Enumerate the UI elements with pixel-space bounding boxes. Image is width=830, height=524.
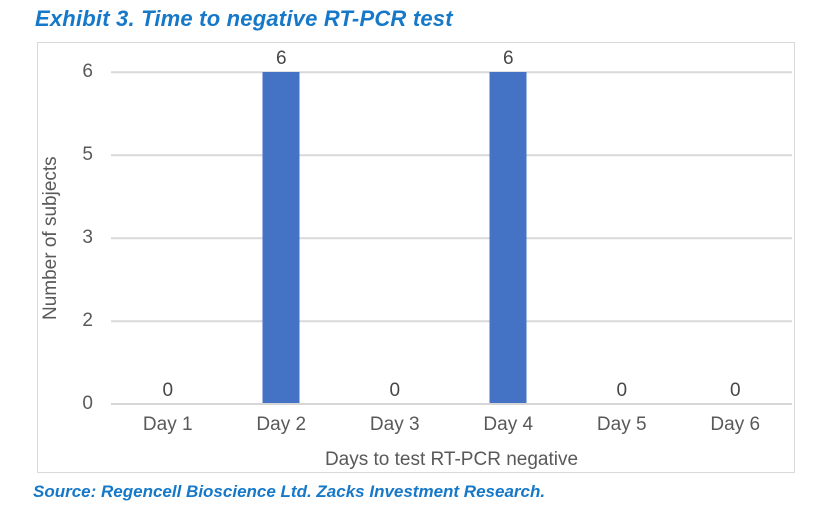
- bar-value-label: 6: [275, 48, 287, 69]
- bar-cell: 6: [452, 48, 566, 404]
- y-tick-label: 3: [82, 227, 93, 248]
- y-tick-label: 5: [82, 144, 93, 165]
- y-tick-label: 6: [82, 61, 93, 82]
- bar-value-label: 0: [616, 380, 628, 401]
- bar-cell: 0: [338, 72, 452, 404]
- gridline: [111, 237, 792, 239]
- x-tick-label: Day 6: [710, 414, 761, 435]
- gridline: [111, 320, 792, 322]
- bar-value-label: 0: [729, 380, 741, 401]
- x-axis-tick-labels: Day 1 Day 2 Day 3 Day 4 Day 5 Day 6: [111, 414, 792, 436]
- bar-cell: 0: [565, 72, 679, 404]
- bar-value-label: 0: [162, 380, 174, 401]
- x-tick-label: Day 3: [369, 414, 420, 435]
- gridline: [111, 71, 792, 73]
- source-note: Source: Regencell Bioscience Ltd. Zacks …: [33, 482, 546, 501]
- x-axis-title: Days to test RT-PCR negative: [324, 449, 579, 470]
- bar-value-label: 6: [502, 48, 514, 69]
- bar: [489, 72, 527, 404]
- bar-value-label: 0: [389, 380, 401, 401]
- gridline: [111, 154, 792, 156]
- y-axis-tick-labels: 6 5 3 2 0: [38, 62, 93, 414]
- exhibit-title: Exhibit 3. Time to negative RT-PCR test: [35, 6, 453, 31]
- bar: [262, 72, 300, 404]
- x-tick-label: Day 5: [596, 414, 647, 435]
- bar-cell: 6: [225, 48, 339, 404]
- x-axis-baseline: [111, 403, 792, 405]
- y-tick-label: 2: [82, 310, 93, 331]
- x-tick-label: Day 2: [256, 414, 307, 435]
- y-tick-label: 0: [82, 393, 93, 414]
- x-tick-label: Day 4: [483, 414, 534, 435]
- plot-area: 0 6 0 6 0 0: [111, 48, 793, 405]
- bar-cell: 0: [111, 72, 225, 404]
- bar-cells: 0 6 0 6 0 0: [111, 48, 793, 404]
- bar-cell: 0: [679, 72, 793, 404]
- x-tick-label: Day 1: [142, 414, 193, 435]
